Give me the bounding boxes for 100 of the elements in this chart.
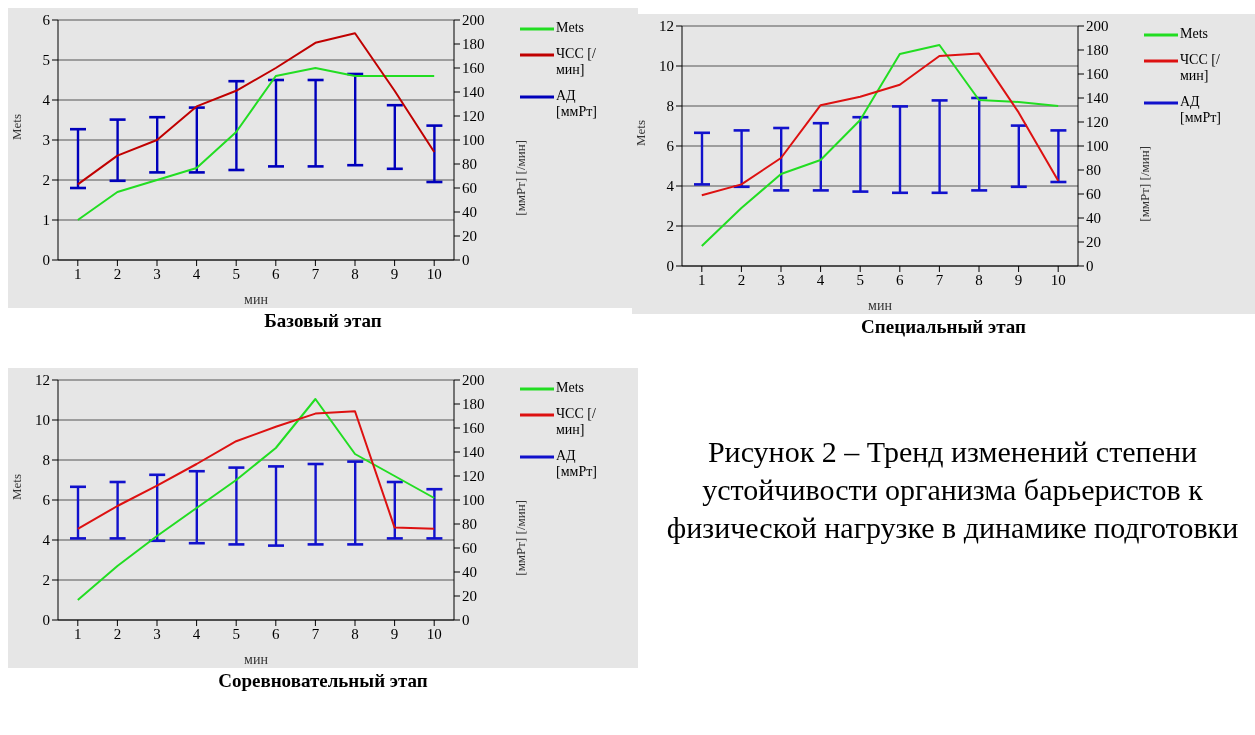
y2-tick-label: 140 [462,444,485,461]
y2-tick-label: 40 [462,204,477,221]
y-tick-label: 3 [42,132,50,149]
x-tick-label: 6 [896,271,905,288]
y2-tick-label: 120 [1086,114,1109,131]
text: Рисунок 2 – Тренд изменений степени устойчивости организма барьеристов к физической нагрузке в динамике подготовки [665,434,1240,546]
x-tick-label: 3 [153,625,161,642]
line-series [76,398,436,601]
legend-label: Mets [556,380,584,396]
y-tick-label: 4 [666,178,675,195]
y2-tick-label: 80 [462,516,477,533]
x-tick-label: 3 [777,271,785,288]
y2-tick-label: 60 [462,540,477,557]
y2-tick-label: 140 [462,84,485,101]
y-tick-label: 8 [42,452,50,469]
bar [314,80,317,167]
x-tick-label: 6 [272,625,281,642]
legend-label: Mets [556,20,584,36]
x-tick-label: 10 [426,265,442,282]
y2-tick-label: 0 [1086,258,1094,275]
y2-tick-label: 80 [462,156,477,173]
text: Специальный этап [632,314,1255,338]
y2-tick-label: 200 [462,372,485,389]
bar [433,489,436,539]
y-axis-title: Mets [8,114,24,140]
bar [859,117,862,192]
x-tick-label: 6 [272,265,281,282]
x-tick-label: 7 [311,265,320,282]
y2-tick-label: 140 [1086,90,1109,107]
y-tick-label: 0 [42,612,50,629]
y2-tick-label: 160 [462,60,485,77]
x-tick-label: 9 [390,265,399,282]
x-tick-label: 3 [153,265,161,282]
y-tick-label: 12 [35,372,50,389]
x-tick-label: 5 [232,265,240,282]
y2-tick-label: 0 [462,252,470,269]
x-tick-label: 10 [1050,271,1066,288]
y2-tick-label: 40 [1086,210,1101,227]
x-tick-label: 5 [232,625,240,642]
legend-label: АД [ммРт] [556,88,598,120]
y2-tick-label: 60 [1086,186,1101,203]
y-tick-label: 4 [42,92,51,109]
y2-tick-label: 100 [462,492,485,509]
x-tick-label: 2 [737,271,746,288]
legend-label: Mets [1180,26,1208,42]
y2-axis-title: [ммРт] [/мин] [512,500,528,576]
x-tick-label: 8 [351,625,359,642]
y2-tick-label: 200 [1086,18,1109,35]
y2-axis-title: [ммРт] [/мин] [512,140,528,216]
y2-tick-label: 100 [462,132,485,149]
line-series [76,410,436,530]
x-tick-label: 1 [74,625,82,642]
legend-label: ЧСС [/мин] [556,406,597,438]
x-tick-label: 4 [816,271,825,288]
line-series [76,67,436,221]
x-tick-label: 10 [426,625,442,642]
legend-label: АД [ммРт] [1180,94,1222,126]
x-tick-label: 4 [192,625,201,642]
y2-tick-label: 20 [462,228,477,245]
y-tick-label: 2 [42,572,50,589]
y-tick-label: 5 [42,52,50,69]
y-tick-label: 0 [42,252,50,269]
bar [938,100,941,193]
legend-label: АД [ммРт] [556,448,598,480]
y2-tick-label: 20 [1086,234,1101,251]
y-tick-label: 10 [659,58,674,75]
y2-tick-label: 180 [462,36,485,53]
y2-tick-label: 40 [462,564,477,581]
x-tick-label: 8 [351,265,359,282]
bar [740,130,743,187]
text: Соревновательный этап [8,668,638,692]
y-tick-label: 2 [42,172,50,189]
bar [433,125,436,182]
y-tick-label: 6 [42,12,51,29]
y2-tick-label: 160 [1086,66,1109,83]
y-tick-label: 1 [42,212,50,229]
y2-axis-title: [ммРт] [/мин] [1136,146,1152,222]
legend-label: ЧСС [/мин] [1180,52,1221,84]
x-tick-label: 1 [698,271,706,288]
x-tick-label: 7 [311,625,320,642]
line-series [700,44,1060,247]
x-tick-label: 5 [856,271,864,288]
y2-tick-label: 20 [462,588,477,605]
x-axis-title: мин [244,292,269,307]
y-tick-label: 12 [659,18,674,35]
bar [1057,130,1060,182]
y-tick-label: 2 [666,218,674,235]
x-tick-label: 2 [113,265,122,282]
x-axis-title: мин [244,652,269,667]
x-tick-label: 4 [192,265,201,282]
y-tick-label: 6 [666,138,675,155]
x-tick-label: 7 [935,271,944,288]
bar [235,467,238,545]
bar [116,482,119,539]
y2-tick-label: 60 [462,180,477,197]
y2-tick-label: 120 [462,468,485,485]
y-tick-label: 0 [666,258,674,275]
x-tick-label: 1 [74,265,82,282]
x-axis-title: мин [868,298,893,313]
y2-tick-label: 120 [462,108,485,125]
